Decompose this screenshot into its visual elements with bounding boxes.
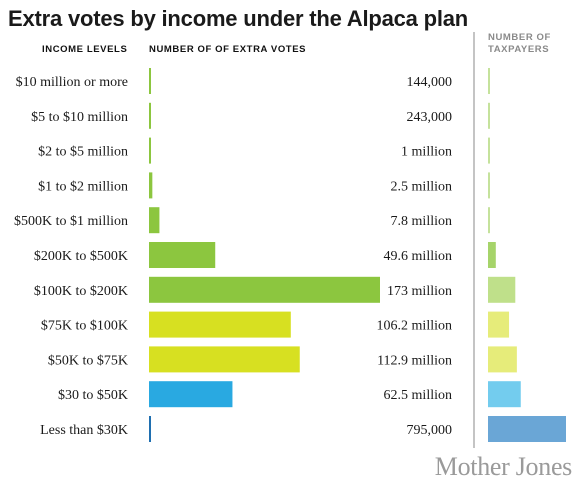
- extra-votes-bar: [149, 416, 151, 442]
- taxpayers-bar: [488, 242, 496, 268]
- income-level-label: Less than $30K: [40, 423, 128, 438]
- extra-votes-value-label: 112.9 million: [377, 353, 452, 368]
- taxpayers-bar: [488, 102, 490, 129]
- column-divider: [473, 32, 475, 448]
- extra-votes-header: NUMBER OF OF EXTRA VOTES: [149, 44, 307, 55]
- extra-votes-bar: [149, 381, 233, 408]
- income-level-label: $50K to $75K: [48, 353, 128, 368]
- extra-votes-bar: [149, 207, 160, 234]
- extra-votes-value-label: 795,000: [407, 423, 453, 438]
- brand-logo: Mother Jones: [434, 452, 573, 481]
- income-level-label: $75K to $100K: [41, 319, 128, 334]
- extra-votes-value-label: 49.6 million: [384, 249, 452, 264]
- extra-votes-value-label: 243,000: [407, 110, 453, 125]
- extra-votes-value-label: 144,000: [407, 75, 453, 90]
- extra-votes-value-label: 106.2 million: [377, 319, 452, 334]
- taxpayers-bar: [488, 137, 490, 164]
- taxpayers-bar: [488, 68, 490, 94]
- taxpayers-bar: [488, 172, 490, 199]
- income-levels-header: INCOME LEVELS: [42, 44, 128, 55]
- extra-votes-bar: [149, 137, 151, 164]
- extra-votes-bar: [149, 346, 300, 373]
- income-level-label: $2 to $5 million: [38, 145, 128, 160]
- income-level-label: $500K to $1 million: [14, 214, 128, 229]
- extra-votes-value-label: 173 million: [387, 284, 452, 299]
- extra-votes-value-label: 2.5 million: [391, 179, 452, 194]
- income-level-label: $100K to $200K: [34, 284, 128, 299]
- income-level-label: $200K to $500K: [34, 249, 128, 264]
- extra-votes-value-label: 62.5 million: [384, 388, 452, 403]
- extra-votes-value-label: 1 million: [401, 145, 452, 160]
- extra-votes-bar: [149, 311, 291, 338]
- income-level-label: $5 to $10 million: [31, 110, 128, 125]
- taxpayers-bar: [488, 311, 510, 338]
- page-title: Extra votes by income under the Alpaca p…: [8, 6, 469, 31]
- taxpayers-bar: [488, 276, 516, 303]
- extra-votes-bar: [149, 172, 153, 199]
- taxpayers-bar: [488, 346, 517, 373]
- extra-votes-bar: [149, 102, 151, 129]
- extra-votes-bar: [149, 242, 216, 268]
- extra-votes-bar: [149, 68, 151, 94]
- income-level-label: $30 to $50K: [58, 388, 128, 403]
- income-level-label: $10 million or more: [16, 75, 128, 90]
- taxpayers-bar: [488, 381, 521, 408]
- extra-votes-value-label: 7.8 million: [391, 214, 452, 229]
- taxpayers-bar: [488, 207, 490, 234]
- taxpayers-header: NUMBER OF TAXPAYERS: [488, 32, 551, 55]
- taxpayers-bar: [488, 416, 566, 442]
- income-level-label: $1 to $2 million: [38, 179, 128, 194]
- extra-votes-bar: [149, 276, 380, 303]
